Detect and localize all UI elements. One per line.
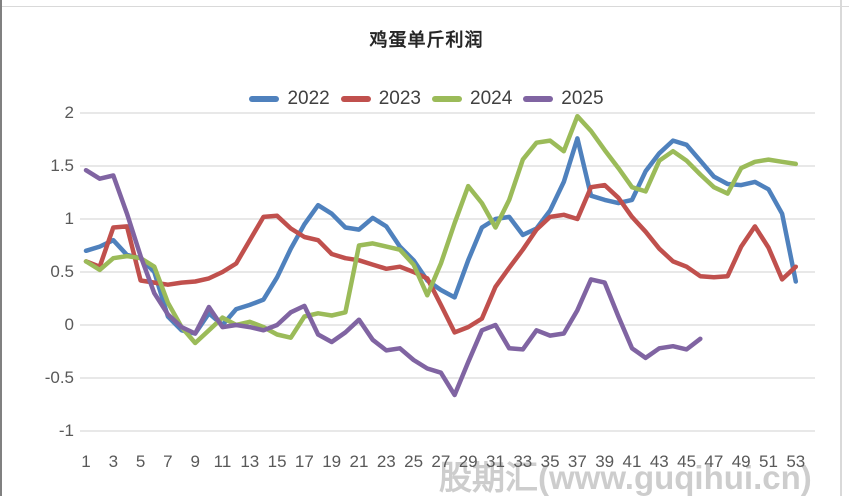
x-tick-label-45: 45 [677,452,697,471]
y-tick-label-0.5: 0.5 [50,262,74,281]
series-line-2025 [83,167,703,398]
x-tick-label-43: 43 [649,452,669,471]
x-tick-label-15: 15 [267,452,287,471]
legend-label-2022: 2022 [287,88,330,109]
x-tick-label-47: 47 [704,452,724,471]
legend-swatch-2022 [249,96,280,102]
legend-item-2023: 2023 [340,88,421,110]
x-tick-label-35: 35 [540,452,560,471]
x-tick-label-31: 31 [486,452,505,471]
x-tick-label-39: 39 [595,452,615,471]
legend-label-2023: 2023 [378,88,421,109]
x-tick-label-11: 11 [213,452,232,471]
x-tick-label-19: 19 [322,452,342,471]
x-tick-label-5: 5 [135,452,146,471]
y-tick-label-2: 2 [64,103,74,122]
y-tick-label-1.5: 1.5 [50,156,74,175]
y-tick-label-0: 0 [64,315,74,334]
x-tick-label-17: 17 [294,452,314,471]
legend-label-2025: 2025 [561,88,604,109]
x-tick-label-33: 33 [513,452,533,471]
chart-title: 鸡蛋单斤利润 [369,30,484,50]
legend-item-2024: 2024 [432,88,512,110]
legend-item-2025: 2025 [523,88,604,110]
x-tick-label-13: 13 [240,452,260,471]
legend: 2022 2023 2024 2025 [2,88,849,110]
y-tick-label-1: 1 [64,209,74,228]
x-tick-label-29: 29 [458,452,478,471]
x-tick-label-7: 7 [163,452,173,471]
series-lines [83,113,799,398]
series-line-2023 [83,182,799,335]
x-tick-label-9: 9 [190,452,200,471]
x-tick-label-51: 51 [759,452,778,471]
x-tick-label-25: 25 [404,452,424,471]
legend-label-2024: 2024 [470,88,513,109]
x-tick-label-27: 27 [431,452,451,471]
x-tick-label-23: 23 [376,452,396,471]
x-tick-label-21: 21 [349,452,369,471]
series-line-2024 [83,113,799,346]
x-tick-label-53: 53 [786,452,806,471]
chart-right-border [840,0,842,496]
x-tick-label-49: 49 [731,452,751,471]
legend-swatch-2024 [432,96,462,102]
y-tick-label--1: -1 [58,421,74,440]
legend-swatch-2023 [340,96,371,102]
x-tick-label-41: 41 [622,452,642,471]
x-tick-label-37: 37 [567,452,587,471]
chart-top-border [2,6,849,7]
watermark: 股期汇(www.guqihui.cn) [439,459,812,496]
legend-item-2022: 2022 [249,88,330,110]
x-tick-label-3: 3 [108,452,119,471]
legend-swatch-2025 [523,96,554,102]
y-tick-label--0.5: -0.5 [44,368,74,387]
x-tick-label-1: 1 [81,452,91,471]
